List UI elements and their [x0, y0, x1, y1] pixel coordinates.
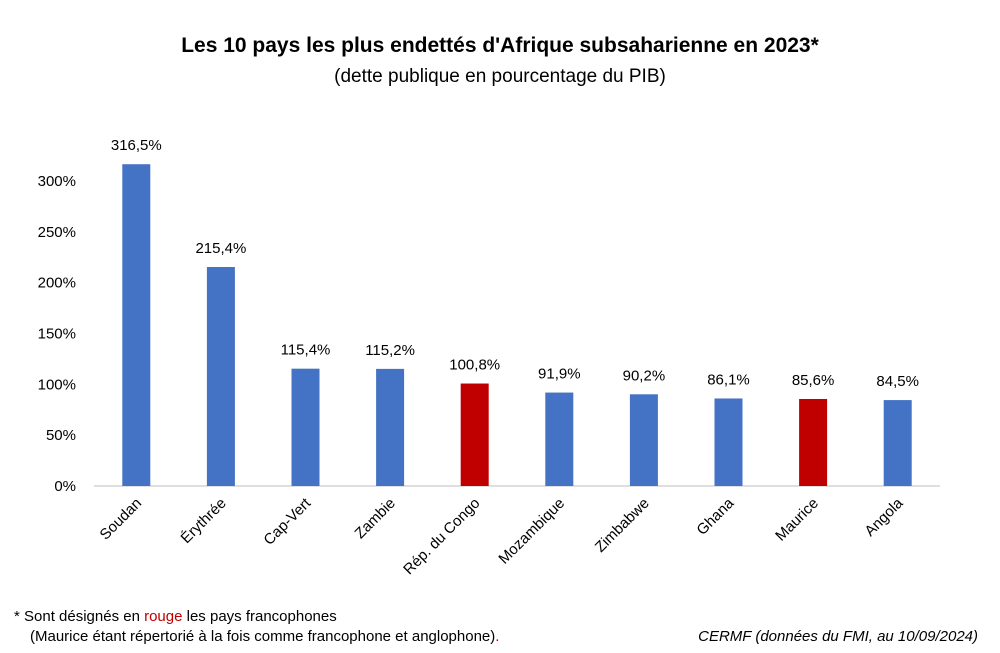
- x-tick-label: Zimbabwe: [592, 495, 653, 556]
- value-label: 84,5%: [876, 373, 919, 390]
- bar: [883, 400, 912, 486]
- y-tick-label: 0%: [54, 478, 76, 495]
- x-tick-label: Zambie: [352, 495, 399, 542]
- footnote-suffix: les pays francophones: [182, 608, 337, 625]
- y-tick-label: 100%: [38, 376, 76, 393]
- value-labels: 316,5% 215,4% 115,4% 115,2% 100,8% 91,9% 90,2%…: [111, 137, 919, 390]
- y-tick-label: 50%: [46, 427, 76, 444]
- y-tick-label: 250%: [38, 224, 76, 241]
- footnote-line-1: * Sont désignés en rouge les pays franco…: [14, 608, 337, 625]
- value-label: 316,5%: [111, 137, 162, 154]
- bar: [714, 398, 743, 486]
- bar: [122, 164, 151, 486]
- bar: [629, 394, 658, 486]
- bar: [460, 383, 489, 486]
- value-label: 100,8%: [449, 357, 500, 374]
- x-axis-labels: Soudan Érythrée Cap-Vert Zambie Rép. du Cong…: [97, 494, 907, 578]
- x-tick-label: Angola: [861, 494, 907, 540]
- value-label: 86,1%: [707, 371, 750, 388]
- x-tick-label: Rép. du Congo: [400, 495, 483, 578]
- bar-chart: 0% 50% 100% 150% 200% 250% 300% 316,5% 215,4% 11…: [38, 137, 940, 578]
- bar: [545, 392, 574, 486]
- value-label: 115,2%: [365, 342, 415, 359]
- y-tick-label: 200%: [38, 275, 76, 292]
- chart-title: Les 10 pays les plus endettés d'Afrique …: [181, 34, 819, 57]
- value-label: 90,2%: [623, 367, 666, 384]
- footnote-line2-main: (Maurice étant répertorié à la fois comm…: [30, 628, 496, 645]
- value-label: 115,4%: [281, 342, 331, 359]
- y-tick-label: 300%: [38, 173, 76, 190]
- footnote-prefix: * Sont désignés en: [14, 608, 145, 625]
- bar: [206, 267, 235, 486]
- chart-subtitle: (dette publique en pourcentage du PIB): [334, 66, 666, 87]
- footnote-line-2: (Maurice étant répertorié à la fois comm…: [30, 628, 499, 645]
- x-tick-label: Mozambique: [495, 495, 568, 568]
- x-tick-label: Cap-Vert: [260, 494, 314, 548]
- source-note: CERMF (données du FMI, au 10/09/2024): [698, 628, 978, 645]
- footnote-highlight: rouge: [144, 608, 183, 625]
- y-tick-label: 150%: [38, 326, 76, 343]
- bar: [376, 368, 405, 486]
- x-tick-label: Maurice: [772, 495, 822, 545]
- x-tick-label: Érythrée: [178, 495, 230, 547]
- bar: [291, 368, 320, 486]
- value-label: 91,9%: [538, 366, 581, 383]
- y-axis: 0% 50% 100% 150% 200% 250% 300%: [38, 173, 940, 495]
- value-label: 215,4%: [195, 240, 246, 257]
- x-tick-label: Soudan: [97, 495, 146, 544]
- x-tick-label: Ghana: [693, 494, 737, 538]
- bars: [122, 164, 912, 486]
- bar: [799, 398, 828, 486]
- value-label: 85,6%: [792, 372, 835, 389]
- footnote-line2-end: .: [495, 628, 500, 645]
